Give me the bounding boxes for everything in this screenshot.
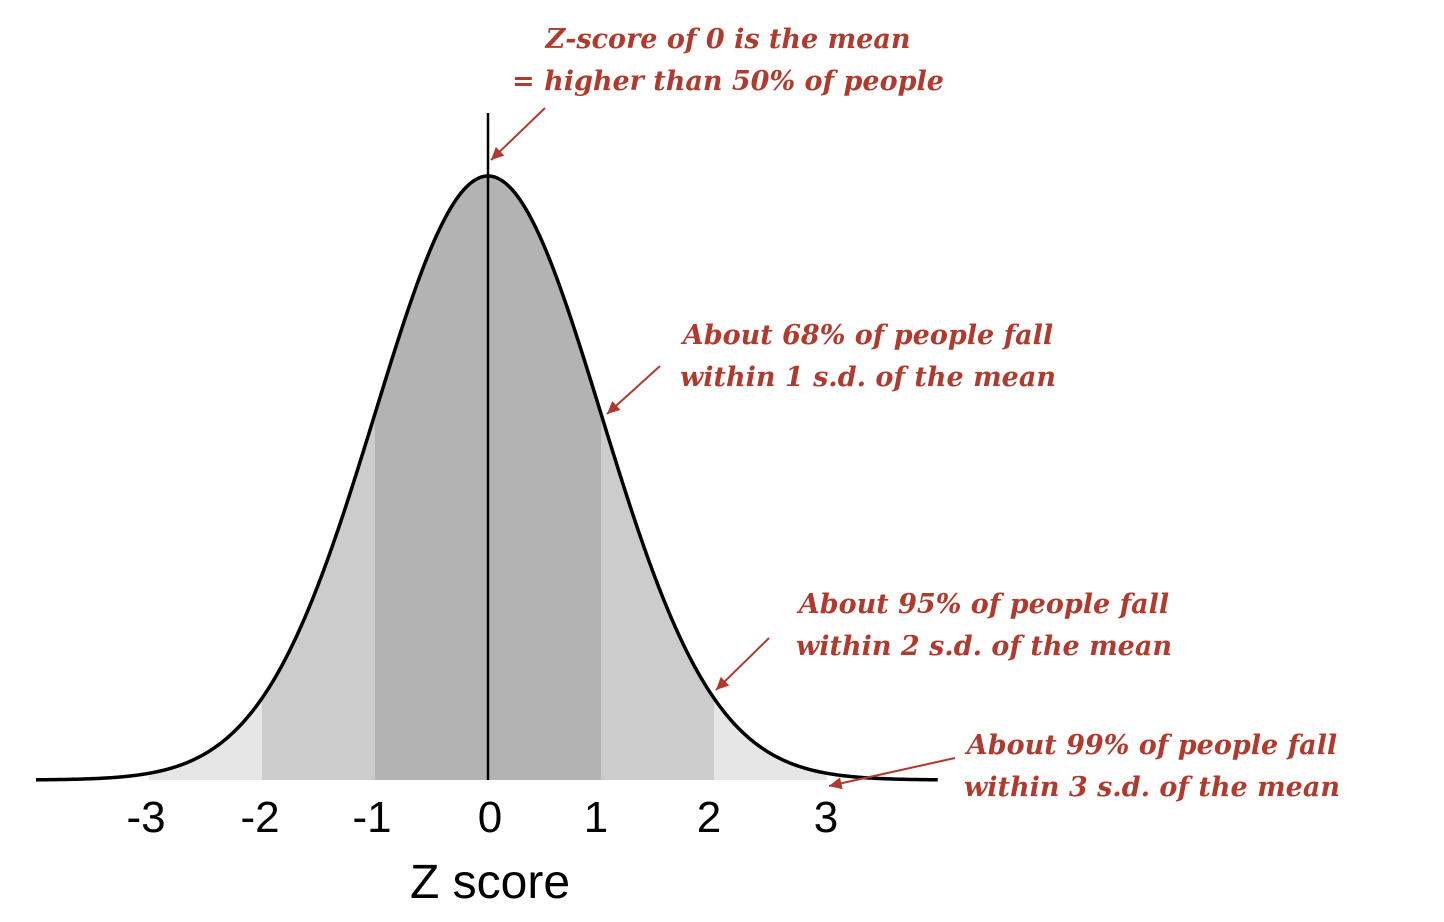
annotation-text: = higher than 50% of people xyxy=(512,66,944,97)
x-tick-label: -1 xyxy=(352,793,391,842)
x-axis-title: Z score xyxy=(410,856,570,909)
x-tick-label: -2 xyxy=(240,793,279,842)
arrowhead-icon xyxy=(607,401,621,414)
x-tick-labels: -3 -2 -1 0 1 2 3 xyxy=(126,793,838,842)
x-tick-label: 2 xyxy=(697,793,721,842)
annotation-3: About 99% of people fall within 3 s.d. of… xyxy=(828,730,1340,803)
x-tick-label: -3 xyxy=(126,793,165,842)
annotations: Z-score of 0 is the mean = higher than 50… xyxy=(490,24,1340,803)
annotation-text: About 95% of people fall xyxy=(796,589,1169,620)
x-tick-label: 3 xyxy=(814,793,838,842)
annotation-text: About 99% of people fall xyxy=(964,730,1337,761)
annotation-text: within 2 s.d. of the mean xyxy=(796,631,1172,662)
annotation-2: About 95% of people fall within 2 s.d. of… xyxy=(715,589,1172,691)
annotation-text: within 1 s.d. of the mean xyxy=(680,362,1056,393)
annotation-0: Z-score of 0 is the mean = higher than 50… xyxy=(490,24,944,161)
annotation-text: Z-score of 0 is the mean xyxy=(545,24,911,55)
arrowhead-icon xyxy=(491,146,505,160)
annotation-1: About 68% of people fall within 1 s.d. of… xyxy=(606,320,1056,415)
arrowhead-icon xyxy=(829,777,843,790)
annotation-text: within 3 s.d. of the mean xyxy=(964,772,1340,803)
x-tick-label: 1 xyxy=(584,793,608,842)
annotation-text: About 68% of people fall xyxy=(680,320,1053,351)
annotation-arrow xyxy=(828,757,956,787)
arrowhead-icon xyxy=(716,676,730,690)
x-tick-label: 0 xyxy=(478,793,502,842)
